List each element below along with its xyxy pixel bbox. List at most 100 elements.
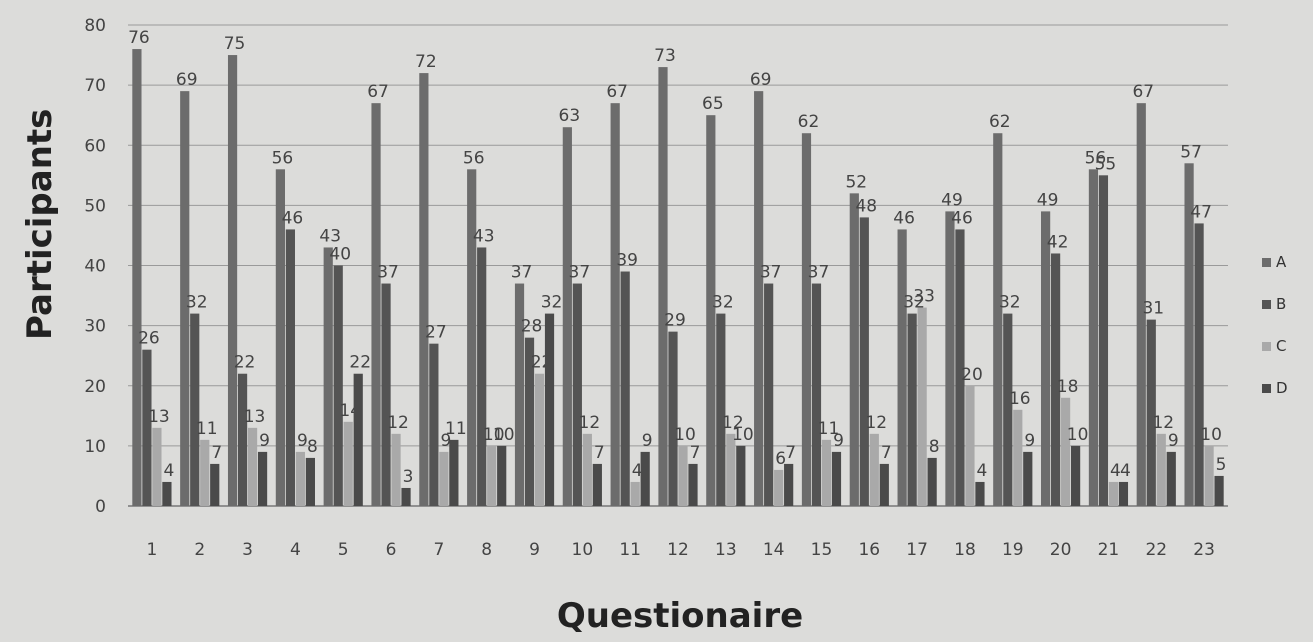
- data-label: 9: [1024, 431, 1035, 451]
- data-label: 6: [775, 449, 786, 469]
- data-label: 37: [760, 263, 782, 283]
- x-tick-label: 9: [529, 540, 540, 560]
- bar: [544, 313, 555, 506]
- data-label: 9: [1168, 431, 1179, 451]
- data-label: 27: [425, 323, 447, 343]
- data-label: 46: [893, 208, 915, 228]
- data-label: 62: [798, 112, 820, 132]
- bar: [210, 463, 220, 506]
- data-label: 20: [961, 365, 983, 385]
- chart-legend: A B C D: [1262, 252, 1312, 420]
- legend-swatch: [1262, 257, 1271, 267]
- bar: [381, 283, 391, 506]
- bar: [514, 283, 525, 506]
- data-label: 32: [186, 293, 208, 313]
- x-tick-label: 3: [242, 540, 253, 560]
- bar: [764, 283, 774, 506]
- data-label: 62: [989, 112, 1011, 132]
- data-label: 46: [282, 208, 304, 228]
- bar: [688, 463, 698, 506]
- legend-label: D: [1276, 379, 1288, 397]
- bar: [419, 73, 429, 506]
- y-tick-label: 50: [84, 196, 106, 216]
- data-label: 67: [606, 82, 628, 102]
- bar: [945, 211, 955, 506]
- x-tick-label: 13: [715, 540, 737, 560]
- data-label: 12: [865, 413, 887, 433]
- data-label: 29: [664, 311, 686, 331]
- data-label: 65: [702, 94, 724, 114]
- bar: [1098, 175, 1109, 506]
- bar: [142, 349, 152, 506]
- legend-item: A: [1262, 252, 1312, 272]
- data-label: 12: [1152, 413, 1174, 433]
- bar: [1023, 451, 1033, 506]
- bar: [582, 433, 592, 506]
- data-label: 10: [1067, 425, 1089, 445]
- bar: [917, 307, 927, 506]
- bar: [1051, 253, 1061, 506]
- x-tick-label: 6: [386, 540, 397, 560]
- bar: [1214, 475, 1224, 506]
- data-label: 43: [473, 226, 495, 246]
- bar: [467, 169, 477, 507]
- bar: [1136, 103, 1146, 506]
- bar: [257, 451, 268, 506]
- legend-item: C: [1262, 336, 1312, 356]
- y-tick-label: 60: [84, 136, 106, 156]
- data-label: 7: [690, 443, 701, 463]
- data-label: 4: [163, 461, 174, 481]
- bar: [1108, 481, 1119, 506]
- bar: [668, 331, 678, 506]
- bar: [497, 445, 507, 506]
- data-label: 10: [674, 425, 696, 445]
- x-tick-label: 15: [811, 540, 833, 560]
- bar: [562, 127, 572, 507]
- data-label: 69: [176, 70, 198, 90]
- x-axis-title: Questionaire: [556, 596, 804, 636]
- legend-label: C: [1276, 337, 1287, 355]
- y-tick-label: 20: [84, 377, 106, 397]
- legend-item: D: [1262, 378, 1312, 398]
- bar: [524, 337, 535, 506]
- bar: [200, 439, 210, 506]
- data-label: 4: [632, 461, 643, 481]
- y-tick-label: 70: [84, 76, 106, 96]
- bar: [1194, 223, 1204, 506]
- x-tick-label: 10: [572, 540, 594, 560]
- data-label: 26: [138, 329, 160, 349]
- data-label: 7: [594, 443, 605, 463]
- data-label: 3: [403, 467, 414, 487]
- bar: [955, 229, 965, 507]
- bar: [801, 133, 812, 506]
- data-label: 56: [272, 148, 294, 168]
- x-tick-label: 4: [290, 540, 301, 560]
- x-tick-label: 2: [194, 540, 205, 560]
- bar: [975, 481, 985, 506]
- bar: [439, 451, 449, 506]
- bar: [1156, 433, 1166, 506]
- legend-swatch: [1262, 383, 1271, 393]
- bar: [620, 271, 630, 506]
- bar: [1088, 169, 1099, 507]
- bar: [821, 439, 832, 506]
- data-label: 8: [929, 437, 940, 457]
- x-tick-label: 12: [667, 540, 689, 560]
- bar: [1003, 313, 1013, 506]
- data-label: 37: [377, 263, 399, 283]
- data-label: 37: [511, 263, 533, 283]
- data-label: 11: [445, 419, 467, 439]
- data-label: 10: [483, 425, 505, 445]
- bar: [1013, 409, 1023, 506]
- bar: [897, 229, 907, 507]
- x-tick-label: 8: [481, 540, 492, 560]
- legend-swatch: [1262, 299, 1271, 309]
- bar: [152, 427, 162, 506]
- y-tick-label: 0: [95, 497, 106, 517]
- x-tick-label: 18: [954, 540, 976, 560]
- bar: [1184, 163, 1194, 506]
- x-tick-label: 5: [338, 540, 349, 560]
- data-label: 48: [855, 196, 877, 216]
- legend-label: A: [1276, 253, 1287, 271]
